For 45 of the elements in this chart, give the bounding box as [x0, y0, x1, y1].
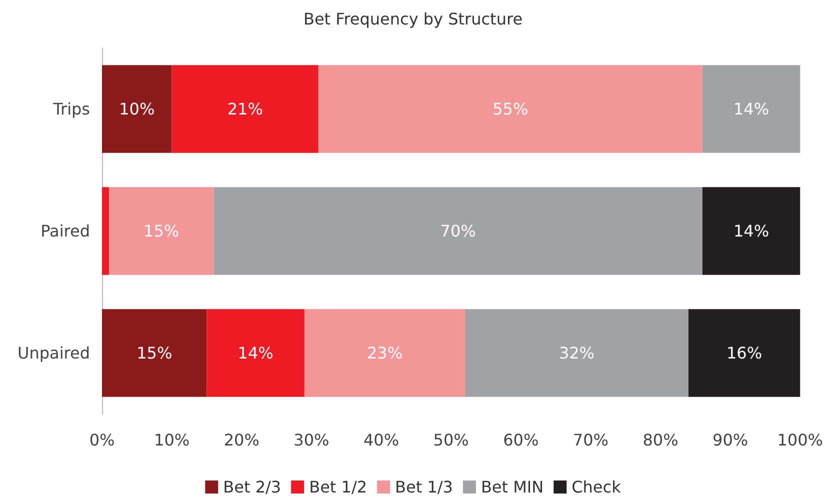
data-label: 16%	[726, 344, 762, 362]
bar	[465, 309, 688, 397]
x-tick-label: 30%	[294, 430, 330, 450]
legend-label: Bet MIN	[480, 478, 544, 496]
legend-label: Check	[572, 478, 622, 496]
x-tick-label: 40%	[363, 430, 400, 450]
bar	[688, 309, 800, 397]
x-tick-label: 90%	[712, 430, 748, 450]
data-label: 15%	[144, 222, 180, 240]
y-tick-label: Unpaired	[18, 344, 90, 362]
bar	[102, 309, 207, 397]
y-tick-label: Paired	[40, 222, 90, 240]
bar	[172, 65, 318, 153]
x-tick-label: 80%	[642, 430, 678, 450]
x-tick-label: 10%	[154, 430, 190, 450]
bar	[102, 65, 172, 153]
bar	[214, 187, 702, 275]
x-tick-label: 20%	[224, 430, 260, 450]
legend-label: Bet 1/2	[309, 478, 368, 496]
bar	[108, 187, 214, 275]
x-tick-label: 60%	[503, 430, 539, 450]
data-label: 14%	[733, 100, 770, 118]
bar	[304, 309, 466, 397]
data-label: 23%	[366, 344, 403, 362]
bar	[702, 65, 800, 153]
data-label: 70%	[440, 222, 476, 240]
data-label: 15%	[136, 344, 172, 362]
x-tick-label: 50%	[433, 430, 469, 450]
x-tick-label: 0%	[89, 430, 115, 450]
data-label: 21%	[227, 100, 263, 118]
x-tick-label: 70%	[572, 430, 608, 450]
x-tick-label: 100%	[777, 430, 824, 450]
legend-label: Bet 1/3	[395, 478, 453, 496]
bar	[318, 65, 702, 153]
bar	[702, 187, 800, 275]
y-tick-label: Trips	[52, 100, 90, 118]
legend-label: Bet 2/3	[223, 478, 282, 496]
data-label: 10%	[119, 100, 155, 118]
chart-title: Bet Frequency by Structure	[303, 10, 523, 28]
data-label: 14%	[733, 222, 770, 240]
bar	[102, 187, 109, 275]
data-label: 55%	[492, 100, 528, 118]
data-label: 32%	[558, 344, 595, 362]
data-label: 14%	[238, 344, 274, 362]
bar	[206, 309, 304, 397]
